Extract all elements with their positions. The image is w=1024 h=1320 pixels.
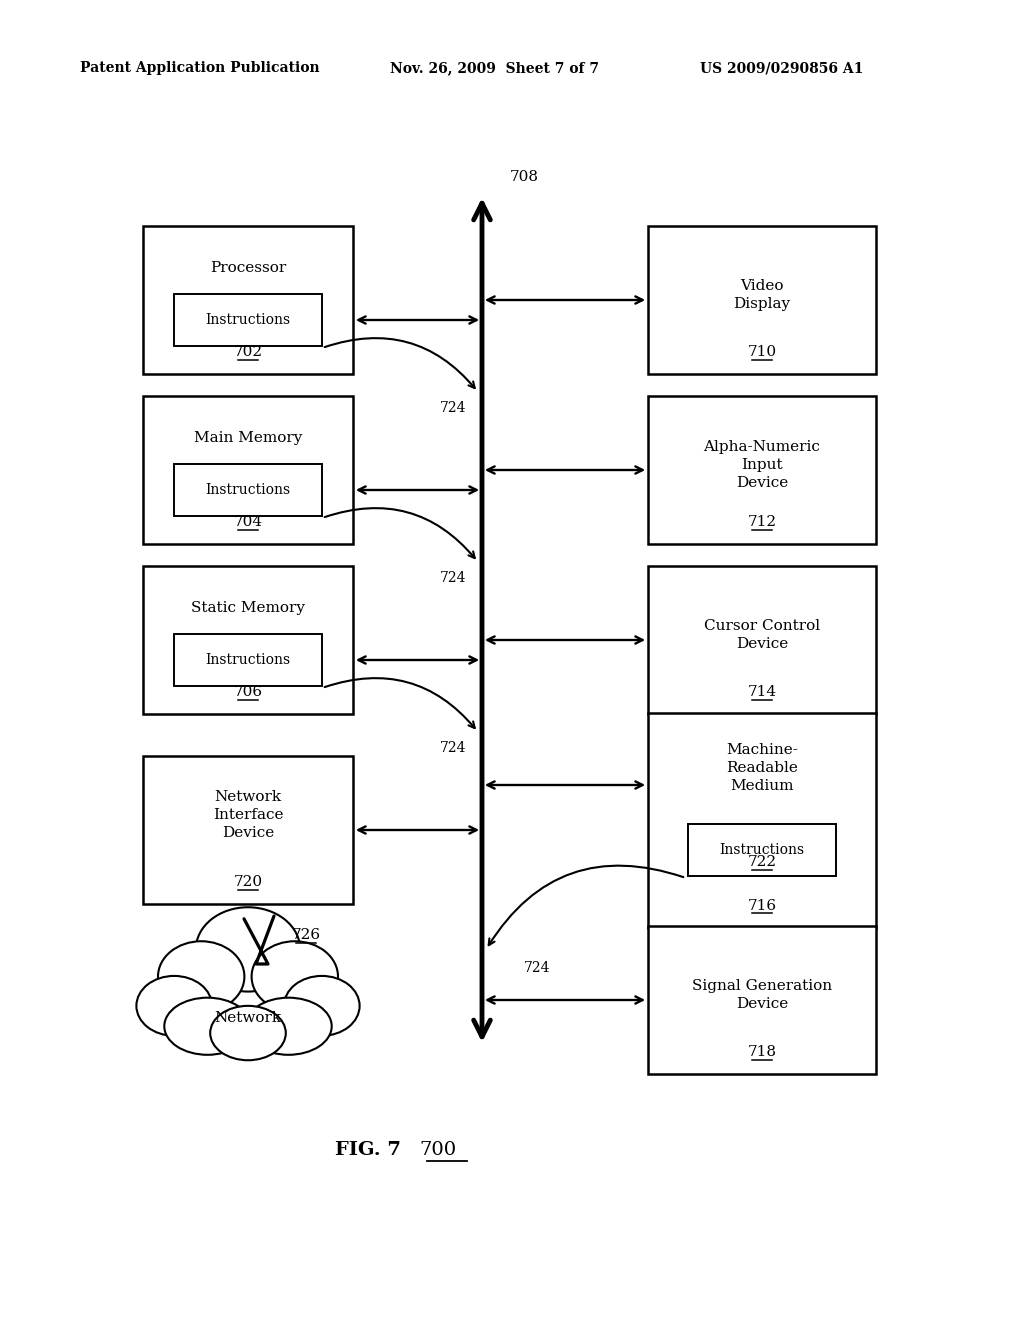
Text: 712: 712 [748, 515, 776, 529]
Text: Instructions: Instructions [720, 843, 805, 857]
Ellipse shape [164, 998, 251, 1055]
Bar [648, 927, 876, 1074]
Text: Processor: Processor [210, 261, 286, 275]
Ellipse shape [158, 941, 245, 1012]
Text: 724: 724 [440, 741, 467, 755]
Text: Network
Interface
Device: Network Interface Device [213, 791, 284, 840]
Text: Main Memory: Main Memory [194, 432, 302, 445]
Bar [648, 566, 876, 714]
Bar [688, 824, 836, 876]
Text: Network: Network [214, 1011, 282, 1026]
Bar [648, 396, 876, 544]
Text: 722: 722 [748, 855, 776, 869]
Ellipse shape [136, 975, 212, 1036]
Bar [174, 465, 322, 516]
Bar [174, 634, 322, 686]
Bar [143, 226, 353, 374]
Text: 708: 708 [510, 170, 539, 183]
Text: FIG. 7: FIG. 7 [335, 1140, 401, 1159]
Text: Static Memory: Static Memory [191, 601, 305, 615]
Bar [648, 713, 876, 928]
Text: Instructions: Instructions [206, 313, 291, 327]
Text: 704: 704 [233, 515, 262, 529]
Text: 718: 718 [748, 1045, 776, 1059]
Bar [143, 566, 353, 714]
Text: 724: 724 [440, 572, 467, 585]
Bar [648, 226, 876, 374]
Text: 724: 724 [440, 401, 467, 414]
Text: Signal Generation
Device: Signal Generation Device [692, 979, 833, 1011]
Ellipse shape [246, 998, 332, 1055]
Ellipse shape [196, 907, 300, 991]
Text: 700: 700 [420, 1140, 457, 1159]
Text: Alpha-Numeric
Input
Device: Alpha-Numeric Input Device [703, 440, 820, 490]
Text: US 2009/0290856 A1: US 2009/0290856 A1 [700, 61, 863, 75]
Text: Cursor Control
Device: Cursor Control Device [703, 619, 820, 651]
Text: Patent Application Publication: Patent Application Publication [80, 61, 319, 75]
Bar [143, 396, 353, 544]
Text: Video
Display: Video Display [733, 279, 791, 312]
Text: 714: 714 [748, 685, 776, 700]
Text: Nov. 26, 2009  Sheet 7 of 7: Nov. 26, 2009 Sheet 7 of 7 [390, 61, 599, 75]
Text: 720: 720 [233, 875, 262, 888]
Text: Instructions: Instructions [206, 483, 291, 498]
Text: 710: 710 [748, 345, 776, 359]
Ellipse shape [284, 975, 359, 1036]
Ellipse shape [252, 941, 338, 1012]
Text: 726: 726 [292, 928, 321, 942]
Text: 724: 724 [524, 961, 551, 974]
Text: 702: 702 [233, 345, 262, 359]
Text: 716: 716 [748, 899, 776, 912]
Bar [174, 294, 322, 346]
Text: 706: 706 [233, 685, 262, 700]
Bar [143, 756, 353, 904]
Text: Instructions: Instructions [206, 653, 291, 667]
Ellipse shape [210, 1006, 286, 1060]
Text: Machine-
Readable
Medium: Machine- Readable Medium [726, 743, 798, 793]
